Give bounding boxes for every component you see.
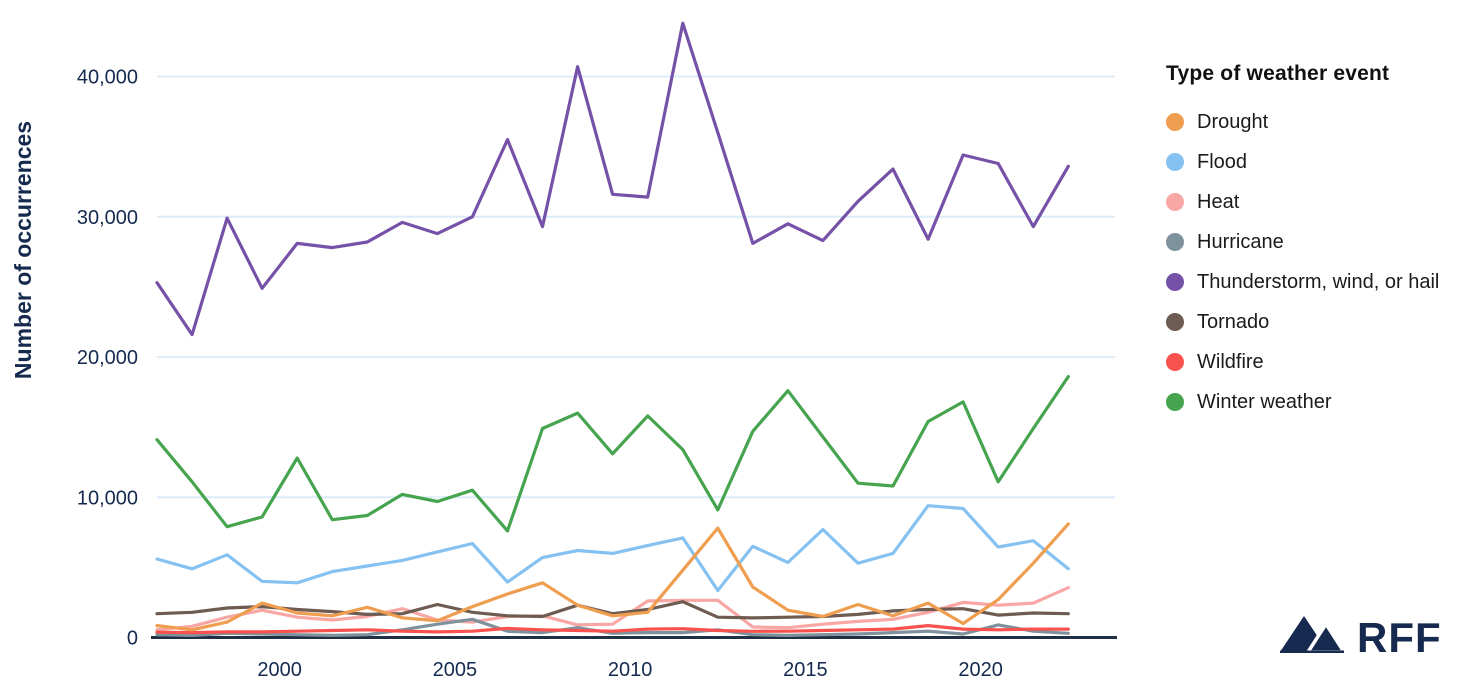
- legend-item-thunderstorm[interactable]: Thunderstorm, wind, or hail: [1166, 262, 1476, 302]
- legend-item-label: Heat: [1197, 190, 1240, 213]
- legend-item-winter-weather[interactable]: Winter weather: [1166, 382, 1476, 422]
- series-line-winter-weather[interactable]: [155, 375, 1070, 533]
- legend-item-label: Wildfire: [1197, 350, 1264, 373]
- legend-item-hurricane[interactable]: Hurricane: [1166, 222, 1476, 262]
- drought-swatch-icon: [1166, 113, 1184, 131]
- legend-item-drought[interactable]: Drought: [1166, 102, 1476, 142]
- legend-item-label: Tornado: [1197, 310, 1270, 333]
- legend-item-wildfire[interactable]: Wildfire: [1166, 342, 1476, 382]
- x-tick-label: 2020: [958, 659, 1003, 681]
- legend-item-label: Hurricane: [1197, 230, 1284, 253]
- legend-item-label: Flood: [1197, 150, 1248, 173]
- legend-item-flood[interactable]: Flood: [1166, 142, 1476, 182]
- x-tick-label: 2010: [608, 659, 653, 681]
- tornado-swatch-icon: [1166, 313, 1184, 331]
- flood-swatch-icon: [1166, 153, 1184, 171]
- rff-logo-text: RFF: [1357, 614, 1442, 661]
- y-tick-label: 10,000: [77, 487, 138, 509]
- series-line-flood[interactable]: [155, 504, 1070, 593]
- legend-items: Drought Flood Heat Hurricane Thunderstor…: [1166, 102, 1476, 422]
- x-tick-label: 2000: [257, 659, 302, 681]
- legend-item-label: Thunderstorm, wind, or hail: [1197, 270, 1440, 293]
- legend-item-tornado[interactable]: Tornado: [1166, 302, 1476, 342]
- y-tick-label: 0: [127, 628, 138, 650]
- y-tick-label: 40,000: [77, 67, 138, 89]
- y-axis-title: Number of occurrences: [10, 121, 36, 379]
- legend-title: Type of weather event: [1166, 62, 1390, 85]
- series-line-hurricane[interactable]: [155, 617, 1070, 638]
- hurricane-swatch-icon: [1166, 233, 1184, 251]
- rff-logo: RFF: [1280, 614, 1442, 661]
- series-line-wildfire[interactable]: [155, 623, 1070, 635]
- heat-swatch-icon: [1166, 193, 1184, 211]
- legend-item-label: Drought: [1197, 110, 1269, 133]
- mountain-icon: [1280, 616, 1348, 654]
- y-tick-label: 30,000: [77, 207, 138, 229]
- winter-weather-swatch-icon: [1166, 393, 1184, 411]
- wildfire-swatch-icon: [1166, 353, 1184, 371]
- thunderstorm-swatch-icon: [1166, 273, 1184, 291]
- series-line-drought[interactable]: [155, 522, 1070, 632]
- series-line-thunderstorm-wind-or-hail[interactable]: [155, 21, 1070, 337]
- chart-legend: Type of weather event Drought Flood Heat…: [1166, 62, 1476, 422]
- x-tick-label: 2015: [783, 659, 828, 681]
- legend-item-heat[interactable]: Heat: [1166, 182, 1476, 222]
- series-line-tornado[interactable]: [155, 600, 1070, 620]
- x-tick-label: 2005: [433, 659, 478, 681]
- series-line-heat[interactable]: [155, 586, 1070, 632]
- legend-item-label: Winter weather: [1197, 390, 1332, 413]
- y-tick-label: 20,000: [77, 347, 138, 369]
